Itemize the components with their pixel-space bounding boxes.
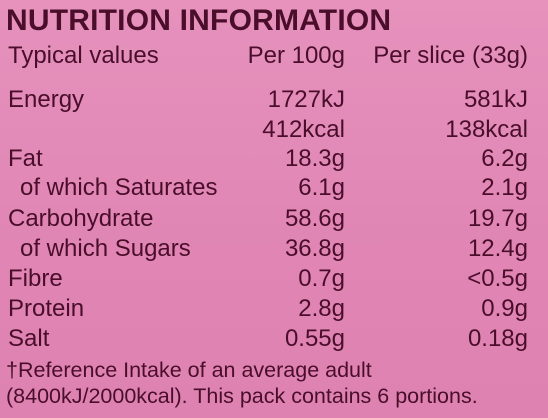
header-per-100g: Per 100g [247, 42, 345, 69]
nutrient-per-100g: 58.6g [284, 205, 345, 232]
nutrient-label: Carbohydrate [8, 205, 154, 232]
nutrient-per-100g: 0.55g [284, 325, 345, 352]
nutrient-per-slice: 0.9g [481, 295, 528, 322]
nutrient-row-energy-kj: Energy 1727kJ 581kJ [0, 86, 548, 114]
nutrient-per-100g: 1727kJ [267, 86, 345, 113]
nutrition-title: NUTRITION INFORMATION [6, 4, 392, 37]
nutrient-row-saturates: of which Saturates 6.1g 2.1g [0, 174, 548, 202]
footnote-line-2: (8400kJ/2000kcal). This pack contains 6 … [6, 384, 478, 408]
nutrient-label: Fibre [8, 265, 63, 292]
nutrient-label: Salt [8, 325, 50, 352]
nutrient-label: of which Sugars [20, 235, 191, 262]
nutrient-per-slice: 19.7g [467, 205, 528, 232]
nutrient-per-slice: 138kcal [445, 116, 528, 143]
nutrient-per-slice: 581kJ [463, 86, 528, 113]
nutrient-label: Protein [8, 295, 85, 322]
nutrient-per-slice: 2.1g [481, 174, 528, 201]
nutrient-per-slice: <0.5g [467, 265, 528, 292]
nutrient-label: of which Saturates [20, 174, 218, 201]
nutrient-per-100g: 6.1g [298, 174, 345, 201]
nutrient-label: Energy [8, 86, 85, 113]
header-row: Typical values Per 100g Per slice (33g) [0, 42, 548, 70]
nutrient-per-slice: 6.2g [481, 145, 528, 172]
footnote-line-1: †Reference Intake of an average adult [6, 358, 372, 382]
nutrient-row-fibre: Fibre 0.7g <0.5g [0, 265, 548, 293]
header-per-slice: Per slice (33g) [373, 42, 528, 69]
nutrient-per-slice: 12.4g [467, 235, 528, 262]
nutrient-per-100g: 18.3g [284, 145, 345, 172]
nutrient-row-fat: Fat 18.3g 6.2g [0, 145, 548, 173]
nutrient-per-100g: 412kcal [262, 116, 345, 143]
nutrient-row-carbohydrate: Carbohydrate 58.6g 19.7g [0, 205, 548, 233]
nutrient-row-sugars: of which Sugars 36.8g 12.4g [0, 235, 548, 263]
nutrient-row-energy-kcal: 412kcal 138kcal [0, 116, 548, 144]
nutrient-row-salt: Salt 0.55g 0.18g [0, 325, 548, 353]
nutrient-per-100g: 2.8g [298, 295, 345, 322]
nutrient-per-100g: 36.8g [284, 235, 345, 262]
header-typical-values: Typical values [8, 42, 159, 69]
nutrient-label: Fat [8, 145, 43, 172]
nutrient-row-protein: Protein 2.8g 0.9g [0, 295, 548, 323]
nutrient-per-slice: 0.18g [467, 325, 528, 352]
nutrient-per-100g: 0.7g [298, 265, 345, 292]
